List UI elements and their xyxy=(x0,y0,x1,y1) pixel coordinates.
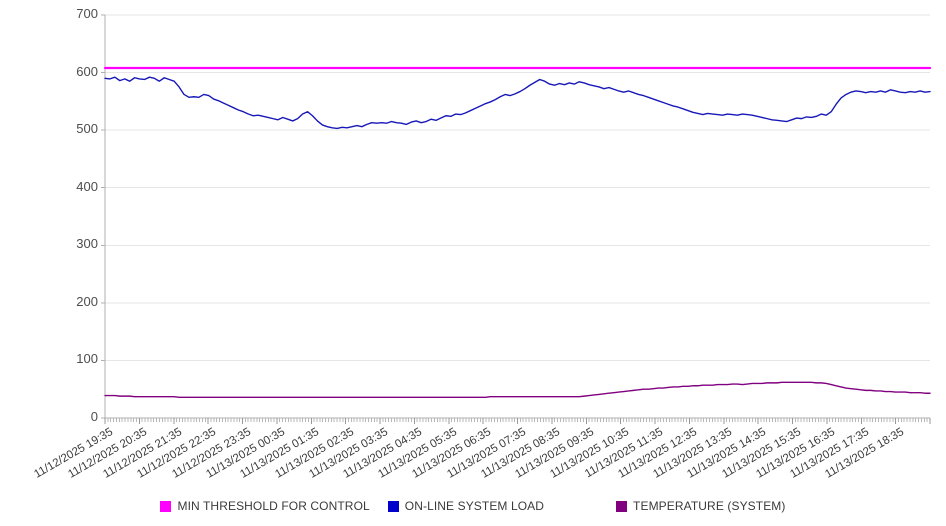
data-series xyxy=(103,66,932,398)
legend-item-temperature[interactable]: TEMPERATURE (SYSTEM) xyxy=(616,499,785,513)
y-tick-label: 200 xyxy=(76,293,98,309)
legend-item-online-system-load[interactable]: ON-LINE SYSTEM LOAD xyxy=(387,499,545,513)
y-tick-label: 100 xyxy=(76,351,98,367)
legend-label-temperature: TEMPERATURE (SYSTEM) xyxy=(633,499,786,513)
legend-label-online-system-load: ON-LINE SYSTEM LOAD xyxy=(404,499,545,513)
chart-legend: MIN THRESHOLD FOR CONTROL ON-LINE SYSTEM… xyxy=(0,494,946,518)
y-tick-label: 700 xyxy=(76,6,98,21)
series-line xyxy=(104,76,931,130)
gridlines xyxy=(105,14,930,419)
x-axis-ticks xyxy=(104,418,931,424)
y-tick-label: 0 xyxy=(90,409,98,424)
y-tick-label: 600 xyxy=(76,63,98,79)
legend-swatch-min-threshold xyxy=(160,500,172,512)
axes xyxy=(101,14,930,419)
y-tick-label: 500 xyxy=(76,121,98,137)
series-line xyxy=(104,381,931,398)
legend-swatch-temperature xyxy=(616,500,628,512)
legend-label-min-threshold: MIN THRESHOLD FOR CONTROL xyxy=(177,499,370,513)
legend-item-min-threshold[interactable]: MIN THRESHOLD FOR CONTROL xyxy=(160,499,370,513)
y-tick-label: 300 xyxy=(76,236,98,252)
y-tick-label: 400 xyxy=(76,178,98,194)
legend-swatch-online-system-load xyxy=(387,500,399,512)
